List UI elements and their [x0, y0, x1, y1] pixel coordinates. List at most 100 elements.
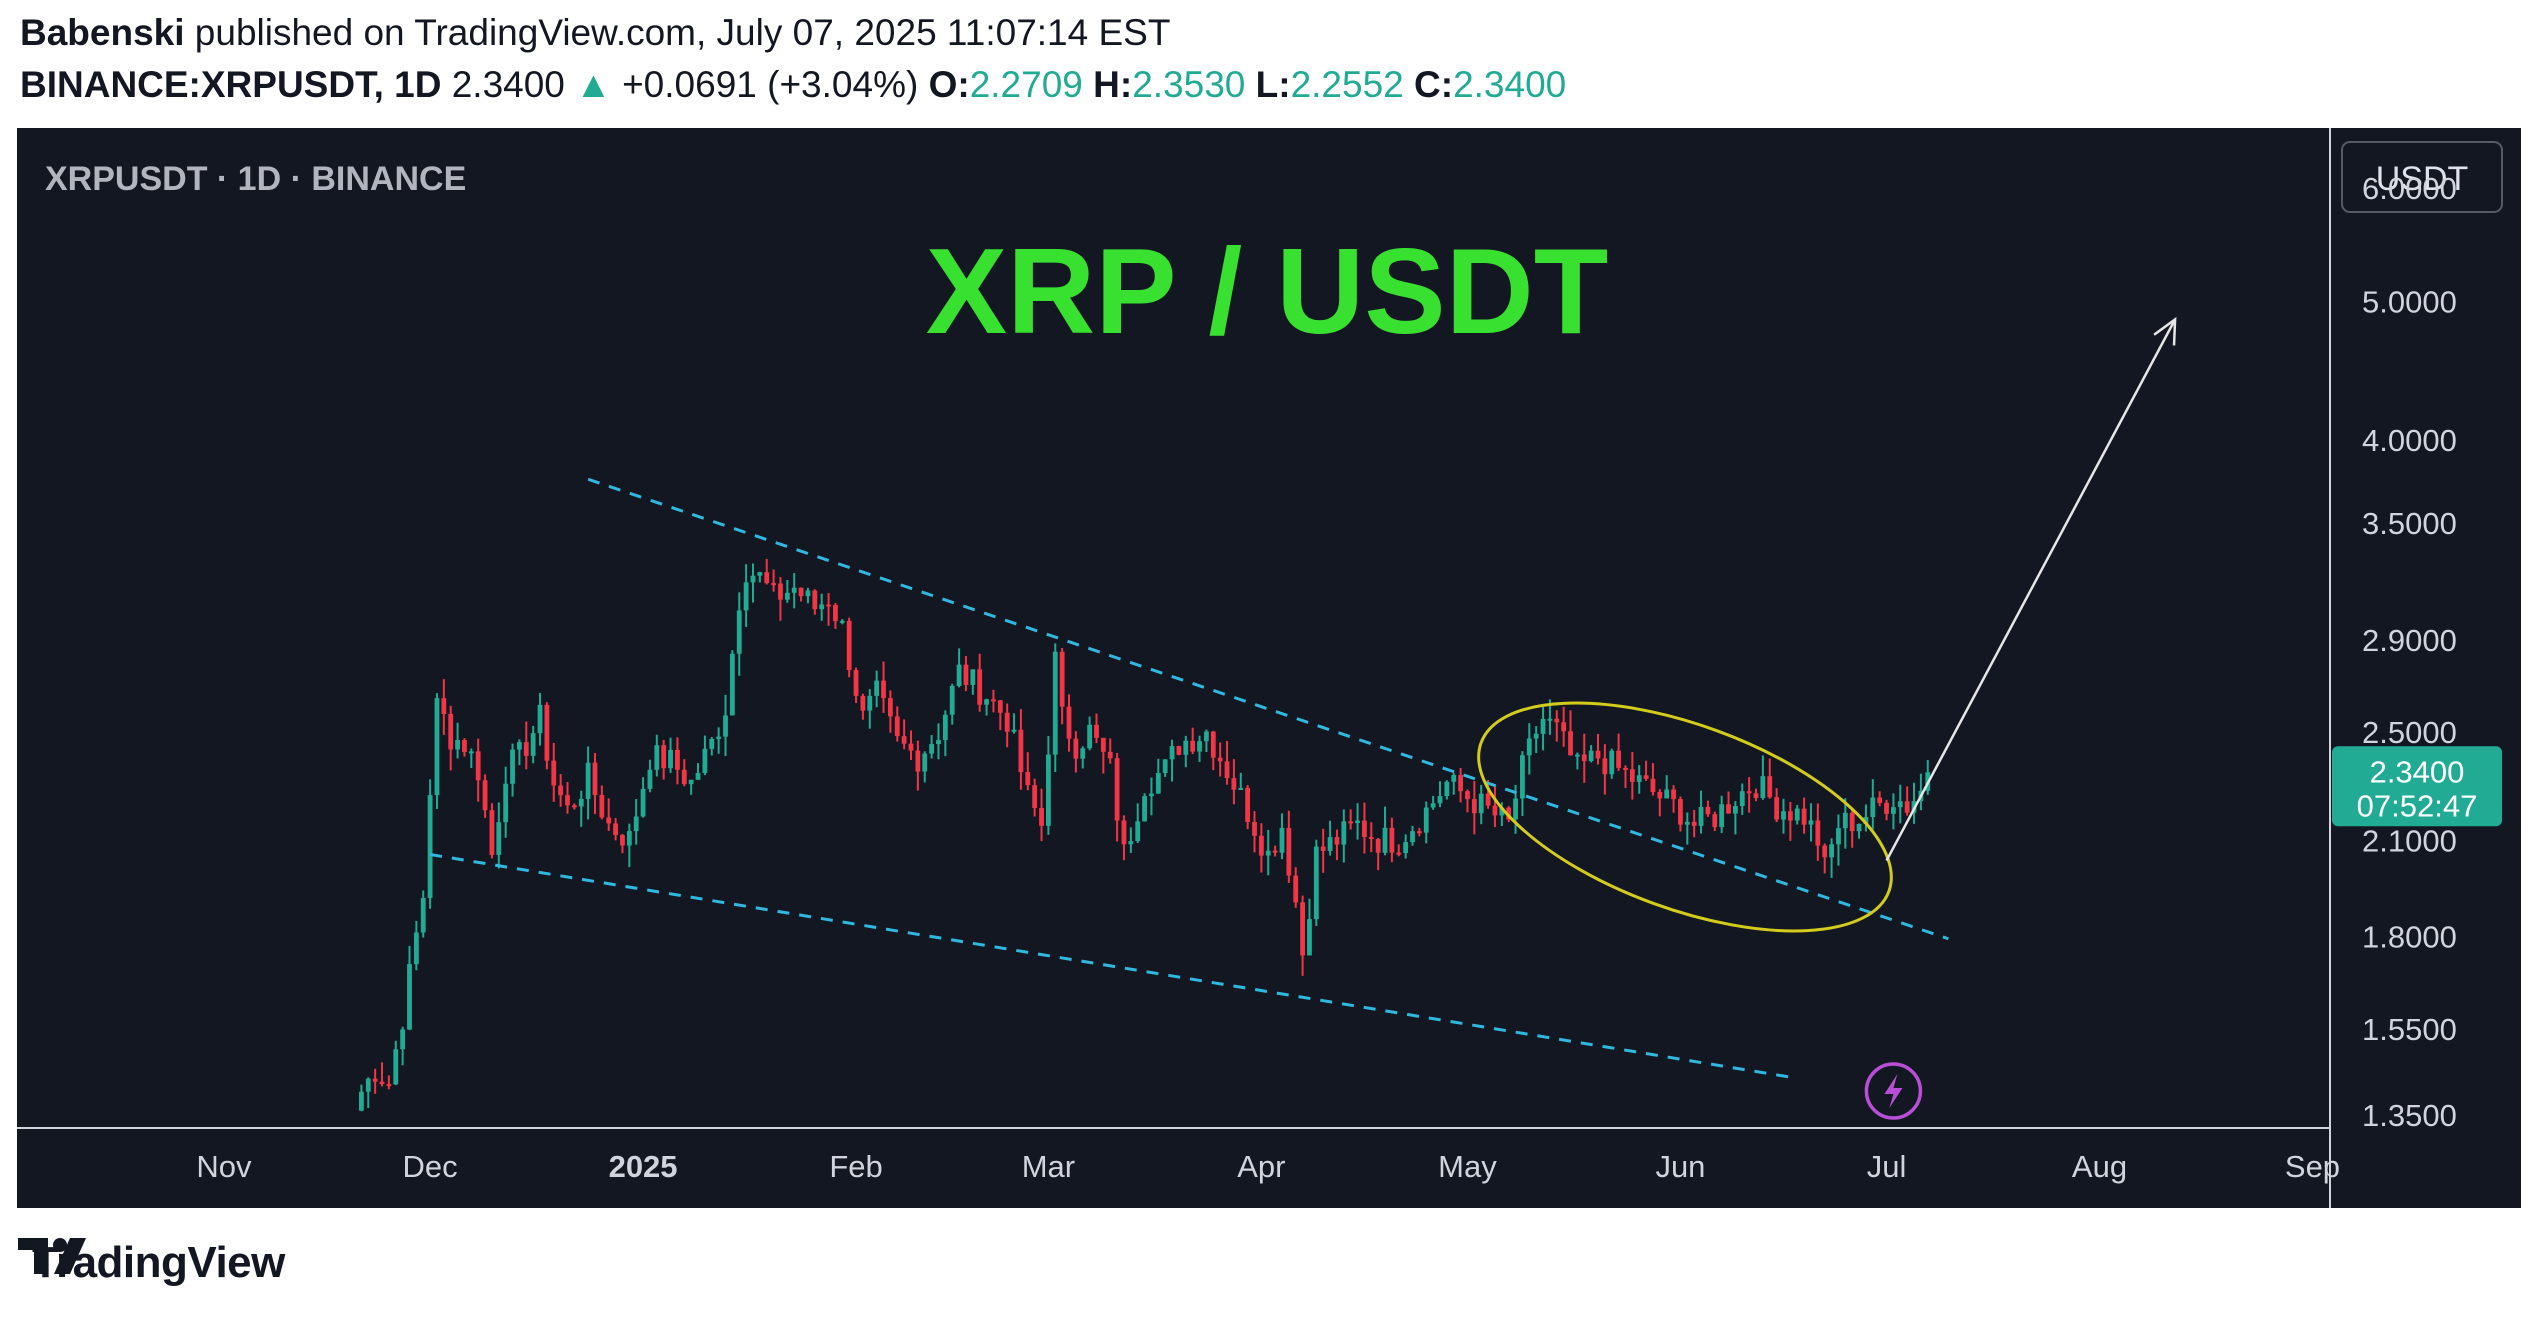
candle-body [1794, 808, 1800, 821]
candle-body [1877, 797, 1883, 803]
currency-button[interactable] [2341, 141, 2503, 213]
candle [977, 653, 983, 712]
close-value: 2.3400 [1453, 64, 1567, 105]
x-tick-label: Apr [1237, 1149, 1285, 1184]
candle-body [1286, 827, 1292, 876]
candle [1588, 745, 1594, 763]
candle [1451, 772, 1457, 795]
y-tick-label: 1.3500 [2362, 1098, 2457, 1133]
candle [908, 730, 914, 761]
candle [1801, 797, 1807, 834]
candle-body [1726, 804, 1731, 814]
candle-body [1032, 785, 1038, 809]
candle [1705, 800, 1711, 817]
candle-body [956, 664, 962, 686]
chart-legend[interactable]: XRPUSDT · 1D · BINANCE [45, 160, 466, 198]
candle [1382, 806, 1388, 856]
chart-svg[interactable]: XRP / USDT XRPUSDT · 1D · BINANCE USDT6.0… [17, 128, 2521, 1208]
candle [743, 564, 749, 627]
candle [1004, 703, 1010, 748]
candle [1836, 814, 1841, 866]
candle [750, 563, 756, 603]
candle [359, 1084, 364, 1112]
candle [1891, 793, 1896, 830]
high-label: H: [1093, 64, 1133, 105]
candle [1726, 791, 1731, 814]
candle-body [530, 733, 536, 756]
candle-body [496, 822, 502, 855]
candle-body [1341, 821, 1347, 845]
candle [1856, 823, 1862, 839]
candle [1011, 713, 1017, 734]
candle [413, 920, 419, 971]
candle [1794, 804, 1800, 825]
candle [812, 589, 818, 615]
x-tick-label: Mar [1022, 1149, 1075, 1184]
countdown-label: 07:52:47 [2357, 788, 2478, 823]
candle [1925, 760, 1931, 795]
candle [1403, 834, 1409, 859]
candle-body [1561, 722, 1567, 732]
low-value: 2.2552 [1290, 64, 1404, 105]
lightning-circle [1864, 1062, 1923, 1120]
candle-body [400, 1029, 406, 1050]
candle [1155, 758, 1161, 794]
candle [1169, 739, 1175, 782]
author-name[interactable]: Babenski [20, 12, 185, 53]
x-tick-label: Dec [403, 1149, 458, 1184]
candle [1375, 838, 1381, 871]
currency-label[interactable]: USDT [2376, 160, 2469, 198]
projection-arrow[interactable] [1885, 318, 2177, 862]
x-tick-label: Aug [2072, 1149, 2127, 1184]
candle [1719, 795, 1725, 834]
candle-body [1327, 837, 1333, 852]
candle [1410, 825, 1415, 846]
candle [1423, 801, 1429, 844]
candle [1884, 799, 1889, 821]
drawings-layer: XRP / USDT [429, 223, 2177, 1120]
candle-body [1135, 821, 1141, 842]
chart-panel[interactable]: XRP / USDT XRPUSDT · 1D · BINANCE USDT 6.0… [17, 128, 2521, 1208]
candle [853, 667, 859, 704]
y-tick-label: 6.0000 [2362, 171, 2457, 206]
consolidation-ellipse[interactable] [1450, 656, 1921, 977]
candle [956, 648, 962, 688]
lower-trendline[interactable] [429, 853, 1798, 1080]
candle-body [1829, 844, 1834, 858]
candle [489, 803, 495, 859]
candle [1032, 778, 1038, 817]
last-price-badge[interactable] [2332, 746, 2502, 827]
x-tick-label: Jul [1867, 1149, 1907, 1184]
candle-body [1430, 803, 1436, 808]
candle-body [1863, 816, 1869, 824]
candle-body [833, 604, 838, 622]
candle-body [1190, 740, 1196, 752]
candle-body [1382, 827, 1388, 853]
candle-body [1897, 801, 1903, 808]
candle [1815, 803, 1821, 861]
candle [558, 774, 564, 807]
upper-trendline[interactable] [587, 477, 1949, 941]
candle-body [1272, 850, 1278, 853]
candle [1368, 822, 1374, 853]
candle-body [771, 583, 776, 586]
candle [599, 785, 605, 820]
candle-body [1423, 807, 1429, 833]
high-value: 2.3530 [1132, 64, 1246, 105]
candle-body [1787, 811, 1793, 821]
candle-body [681, 769, 687, 785]
candle [1636, 765, 1642, 794]
candle-body [537, 704, 543, 734]
candle-body [1465, 791, 1470, 800]
candle-body [846, 620, 852, 671]
candle [874, 670, 880, 708]
candle [778, 577, 783, 621]
candle-body [441, 698, 447, 715]
candle [1492, 786, 1498, 828]
candle [1018, 709, 1024, 790]
candle-body [1664, 789, 1670, 799]
candle-body [1018, 729, 1024, 773]
candle [1822, 843, 1828, 874]
candle [613, 818, 618, 841]
lightning-icon[interactable] [1864, 1062, 1923, 1120]
